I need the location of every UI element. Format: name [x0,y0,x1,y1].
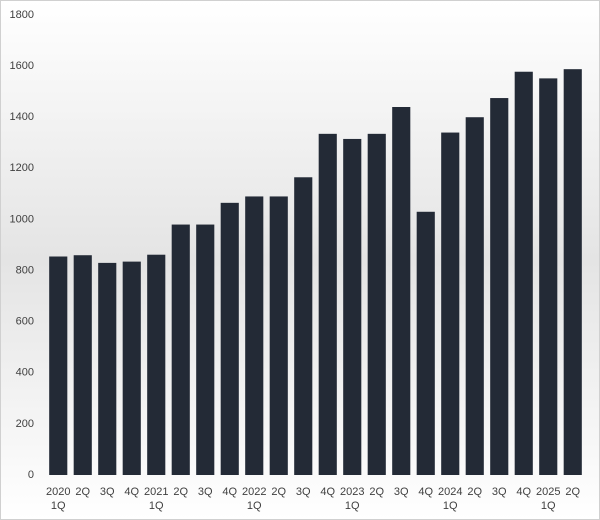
bar [245,196,264,475]
bar [73,255,92,475]
bar [490,98,509,476]
x-tick-label: 4Q [418,486,433,498]
y-tick-label: 800 [16,264,34,276]
bar [147,254,166,475]
y-tick-label: 1000 [10,213,34,225]
bar [98,262,117,475]
x-tick-label: 3Q [296,486,311,498]
x-tick-label: 1Q [345,500,360,512]
bar [392,107,411,475]
x-tick-label: 4Q [516,486,531,498]
bar [465,117,484,475]
bar [196,224,215,475]
y-tick-label: 200 [16,418,34,430]
x-tick-label: 4Q [124,486,139,498]
x-tick-label: 1Q [247,500,262,512]
bar [367,133,386,476]
x-tick-label: 2021 [144,486,168,498]
bar [122,261,141,475]
x-tick-label: 4Q [222,486,237,498]
x-tick-label: 2020 [46,486,70,498]
y-tick-label: 0 [28,469,34,481]
bar [49,256,68,475]
y-tick-label: 1800 [10,9,34,21]
x-tick-label: 1Q [51,500,66,512]
x-tick-label: 3Q [198,486,213,498]
x-tick-label: 1Q [443,500,458,512]
bar [343,138,362,475]
bar [416,211,435,475]
bar [220,202,239,476]
y-tick-label: 1600 [10,60,34,72]
x-tick-label: 1Q [541,500,556,512]
x-tick-label: 2Q [369,486,384,498]
x-tick-label: 3Q [100,486,115,498]
bar [294,177,313,475]
y-tick-label: 600 [16,316,34,328]
bar [514,71,533,475]
x-tick-label: 4Q [320,486,335,498]
x-tick-label: 2Q [565,486,580,498]
x-tick-label: 3Q [394,486,409,498]
x-tick-label: 2024 [438,486,462,498]
x-tick-label: 2Q [173,486,188,498]
y-tick-label: 1200 [10,162,34,174]
bar [441,132,460,476]
x-tick-label: 3Q [492,486,507,498]
bar [539,78,558,475]
y-tick-label: 400 [16,367,34,379]
bar [563,69,582,475]
y-tick-label: 1400 [10,111,34,123]
x-tick-label: 2Q [75,486,90,498]
bar [269,196,288,475]
bar [171,224,190,475]
bar [318,133,337,476]
x-tick-label: 1Q [149,500,164,512]
x-tick-label: 2023 [340,486,364,498]
x-tick-label: 2022 [242,486,266,498]
x-tick-label: 2Q [467,486,482,498]
x-tick-label: 2Q [271,486,286,498]
x-tick-label: 2025 [536,486,560,498]
